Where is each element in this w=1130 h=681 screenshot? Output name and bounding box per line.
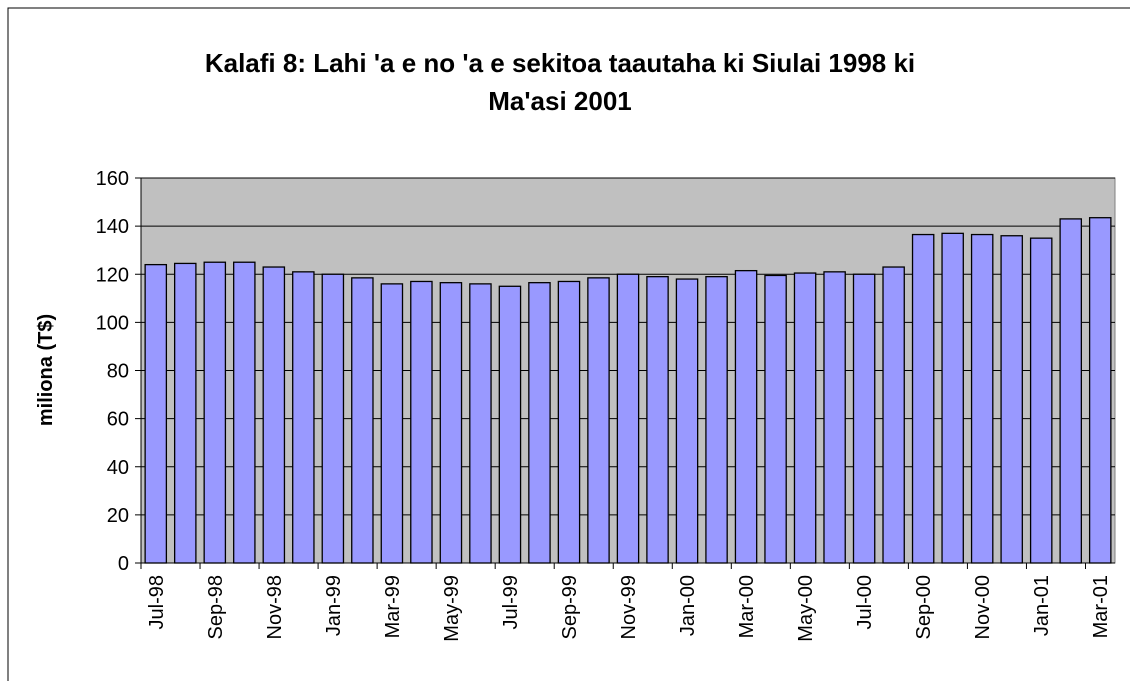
y-tick-label: 100	[96, 312, 129, 334]
x-tick-label: Sep-00	[913, 575, 935, 640]
x-tick-label: Sep-98	[205, 575, 227, 640]
y-tick-label: 80	[107, 361, 129, 383]
x-tick-label: Jul-99	[500, 575, 522, 629]
x-tick-label: Mar-01	[1090, 575, 1112, 638]
bar	[911, 233, 935, 564]
bar	[823, 271, 846, 564]
bar	[410, 280, 433, 564]
bar	[675, 278, 699, 564]
bar	[1000, 235, 1023, 564]
x-tick-label: May-00	[795, 575, 817, 642]
y-tick-label: 20	[107, 505, 129, 527]
x-tick-label: Nov-00	[972, 575, 994, 639]
bar	[233, 261, 256, 564]
bar	[262, 266, 286, 564]
x-tick-label: Jul-98	[146, 575, 168, 629]
y-axis-label: miliona (T$)	[35, 314, 57, 426]
bar	[616, 273, 640, 564]
bar	[970, 233, 994, 564]
y-tick-label: 140	[96, 216, 129, 238]
bar	[528, 282, 551, 564]
y-tick-label: 40	[107, 457, 129, 479]
y-tick-label: 120	[96, 264, 129, 286]
bar	[1029, 237, 1053, 564]
x-tick-label: May-99	[441, 575, 463, 642]
bar	[469, 283, 492, 564]
x-tick-label: Jul-00	[854, 575, 876, 629]
y-tick-label: 60	[107, 409, 129, 431]
y-tick-label: 0	[118, 553, 129, 575]
bar	[144, 263, 168, 564]
x-tick-label: Mar-00	[736, 575, 758, 638]
bar	[705, 276, 728, 564]
bar	[793, 272, 817, 564]
y-tick-label: 160	[96, 168, 129, 190]
x-tick-label: Jan-01	[1031, 575, 1053, 636]
bar	[882, 266, 905, 564]
x-tick-label: Jan-99	[323, 575, 345, 636]
x-tick-label: Sep-99	[559, 575, 581, 640]
bar	[557, 280, 581, 564]
bar	[351, 277, 374, 564]
chart-title: Ma'asi 2001	[488, 86, 632, 116]
bar	[173, 262, 197, 564]
bar	[1059, 218, 1083, 564]
x-tick-label: Mar-99	[382, 575, 404, 638]
bar	[646, 276, 669, 564]
chart-border	[7, 7, 1130, 681]
bar	[439, 282, 463, 564]
bar	[764, 274, 787, 564]
bar	[203, 261, 227, 564]
bar	[852, 273, 876, 564]
bar	[587, 277, 610, 564]
x-tick-label: Nov-99	[618, 575, 640, 639]
x-tick-label: Jan-00	[677, 575, 699, 636]
bar	[941, 232, 964, 564]
bar	[1088, 217, 1112, 564]
bar	[321, 273, 345, 564]
bar	[734, 269, 758, 564]
bar	[498, 285, 522, 564]
x-tick-label: Nov-98	[264, 575, 286, 639]
chart-title: Kalafi 8: Lahi 'a e no 'a e sekitoa taau…	[205, 48, 915, 78]
bar	[380, 283, 404, 564]
bar	[292, 271, 315, 564]
